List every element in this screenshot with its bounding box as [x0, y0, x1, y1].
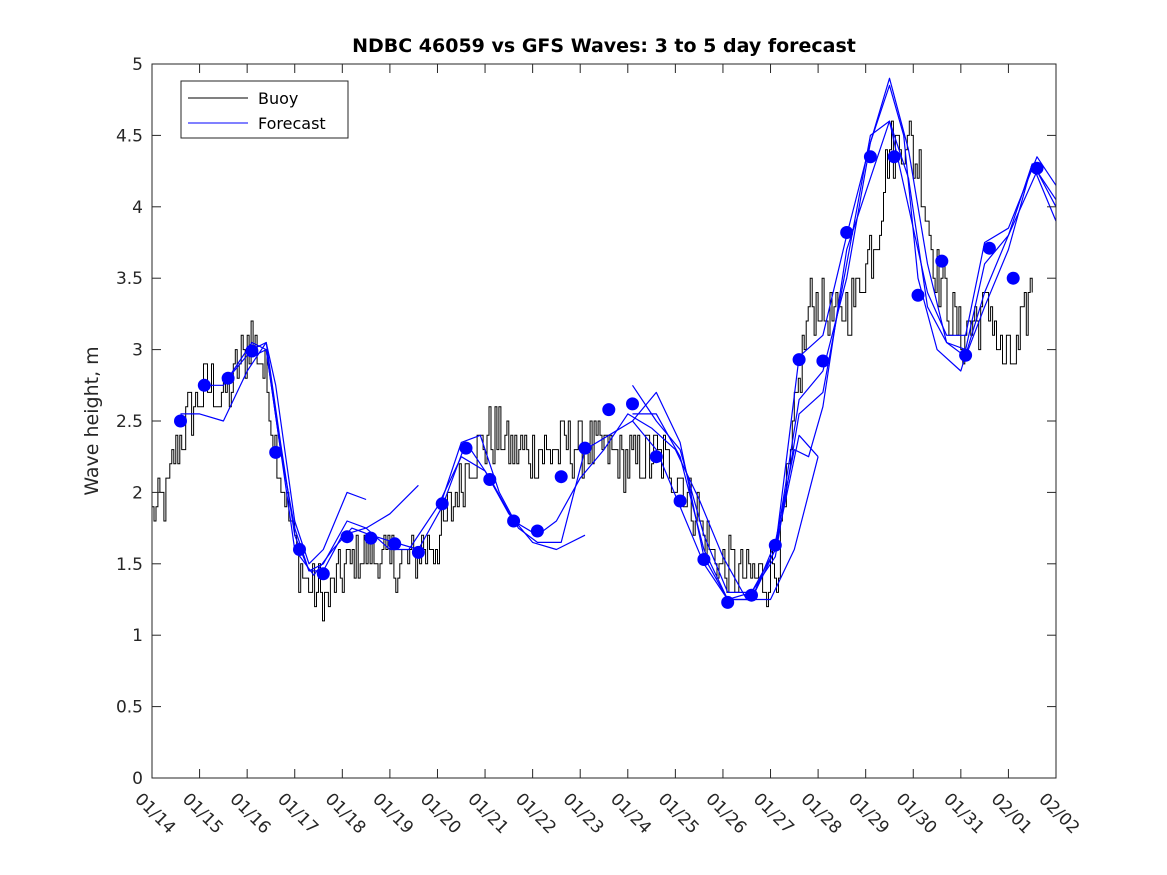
forecast-marker — [578, 441, 592, 455]
forecast-marker — [174, 414, 187, 428]
y-axis: 0 0.5 1 1.5 2 2.5 3 3.5 4 4.5 5 — [116, 55, 1056, 789]
forecast-marker — [626, 397, 639, 411]
legend-forecast-label: Forecast — [258, 114, 326, 133]
x-tick-label: 01/18 — [321, 789, 370, 838]
forecast-marker — [197, 378, 211, 392]
buoy-series — [151, 120, 1033, 622]
x-tick-label: 01/15 — [178, 789, 227, 838]
y-tick-label: 3 — [132, 341, 143, 361]
x-tick-label: 02/02 — [1034, 789, 1083, 838]
forecast-marker — [935, 254, 949, 268]
forecast-line-7 — [632, 120, 1057, 594]
forecast-marker — [507, 514, 521, 528]
forecast-marker — [340, 530, 354, 544]
forecast-marker — [364, 531, 378, 545]
x-tick-label: 01/14 — [130, 789, 179, 838]
y-tick-label: 2.5 — [116, 412, 143, 432]
y-tick-label: 0 — [132, 769, 143, 789]
forecast-marker — [388, 537, 402, 551]
x-tick-label: 01/27 — [749, 789, 798, 838]
y-axis-label: Wave height, m — [81, 346, 103, 495]
forecast-marker — [863, 150, 877, 164]
forecast-marker — [959, 348, 973, 362]
forecast-marker — [1030, 161, 1044, 175]
x-tick-label: 02/01 — [987, 789, 1036, 838]
forecast-marker — [411, 545, 425, 559]
forecast-marker — [554, 470, 568, 484]
forecast-marker — [697, 553, 711, 566]
forecast-marker — [530, 524, 544, 538]
y-tick-label: 5 — [132, 55, 143, 75]
y-tick-label: 2 — [132, 483, 143, 503]
legend: Buoy Forecast — [180, 80, 349, 139]
forecast-marker — [459, 441, 473, 455]
forecast-marker — [483, 473, 497, 486]
forecast-marker — [721, 595, 735, 609]
forecast-marker — [816, 354, 830, 368]
x-tick-label: 01/20 — [416, 789, 465, 838]
forecast-marker — [221, 371, 235, 385]
x-tick-label: 01/21 — [464, 789, 513, 838]
forecast-marker — [840, 226, 854, 239]
legend-box — [180, 80, 349, 139]
y-tick-label: 0.5 — [116, 698, 143, 718]
forecast-marker — [745, 588, 758, 602]
forecast-marker — [316, 567, 330, 581]
forecast-marker — [887, 150, 901, 164]
forecast-marker — [982, 241, 996, 255]
forecast-marker — [293, 543, 306, 556]
forecast-marker — [269, 445, 283, 459]
forecast-marker — [792, 353, 806, 367]
forecast-marker — [435, 497, 449, 511]
y-tick-label: 3.5 — [116, 269, 143, 289]
forecast-marker — [768, 538, 782, 552]
forecast-marker — [245, 344, 259, 358]
forecast-line-1 — [180, 341, 367, 565]
forecast-marker — [1006, 271, 1020, 285]
x-tick-label: 01/29 — [844, 789, 893, 838]
x-tick-label: 01/23 — [559, 789, 608, 838]
y-tick-label: 1.5 — [116, 555, 143, 575]
forecast-line-8 — [632, 120, 1057, 601]
x-tick-label: 01/22 — [511, 789, 560, 838]
x-tick-label: 01/17 — [273, 789, 322, 838]
y-tick-label: 4 — [132, 198, 143, 218]
x-tick-label: 01/28 — [797, 789, 846, 838]
x-tick-label: 01/31 — [939, 789, 988, 838]
forecast-markers — [174, 150, 1044, 609]
forecast-marker — [911, 288, 925, 302]
forecast-line-9 — [774, 434, 819, 550]
x-tick-label: 01/24 — [606, 789, 655, 838]
y-tick-label: 1 — [132, 626, 143, 646]
x-tick-label: 01/19 — [368, 789, 417, 838]
plot-background — [152, 64, 1056, 778]
forecast-marker — [602, 403, 616, 417]
buoy-line — [151, 120, 1033, 622]
y-tick-label: 4.5 — [116, 126, 143, 146]
x-tick-label: 01/30 — [892, 789, 941, 838]
x-tick-label: 01/25 — [654, 789, 703, 838]
forecast-marker — [673, 494, 687, 508]
x-tick-label: 01/16 — [226, 789, 275, 838]
x-tick-label: 01/26 — [701, 789, 750, 838]
chart-title: NDBC 46059 vs GFS Waves: 3 to 5 day fore… — [352, 35, 856, 57]
forecast-marker — [649, 450, 663, 464]
legend-buoy-label: Buoy — [258, 89, 298, 108]
